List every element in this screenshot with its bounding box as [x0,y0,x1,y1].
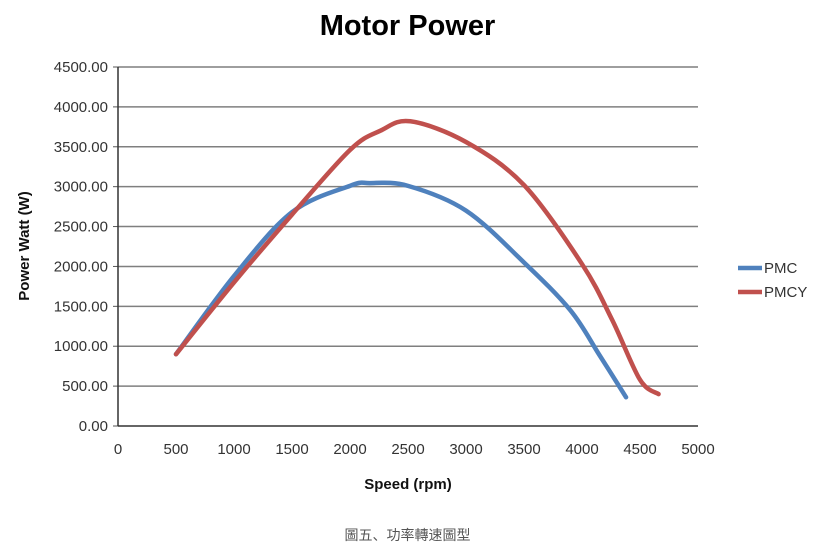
y-axis-ticks: 0.00 500.00 1000.00 1500.00 2000.00 2500.00 30… [54,59,108,435]
y-tick-label: 0.00 [79,418,108,435]
x-tick-label: 3500 [507,441,540,458]
y-tick-label: 2000.00 [54,258,108,275]
series-lines [173,118,661,400]
y-tick-label: 2500.00 [54,219,108,236]
x-tick-label: 2500 [391,441,424,458]
y-tick-label: 500.00 [62,378,108,395]
x-axis-ticks: 0 500 1000 1500 2000 2500 3000 3500 4000 4500 5000 [114,441,715,458]
x-tick-label: 2000 [333,441,366,458]
series-line-pmc [173,180,629,400]
x-tick-label: 1500 [275,441,308,458]
x-tick-label: 1000 [217,441,250,458]
x-tick-label: 4000 [565,441,598,458]
series-line-pmcy [173,118,661,397]
legend: PMC PMCY [738,260,807,301]
x-tick-label: 3000 [449,441,482,458]
y-axis-label: Power Watt (W) [16,191,33,300]
chart-title: Motor Power [319,10,496,42]
y-tick-label: 4500.00 [54,59,108,76]
figure-caption: 圖五、功率轉速圖型 [344,528,471,544]
legend-label-pmcy: PMCY [764,284,807,301]
axes [117,67,698,427]
gridlines [113,66,698,427]
y-tick-label: 3000.00 [54,179,108,196]
y-tick-label: 1000.00 [54,338,108,355]
y-tick-label: 1500.00 [54,298,108,315]
x-tick-label: 4500 [623,441,656,458]
legend-label-pmc: PMC [764,260,798,277]
x-axis-label: Speed (rpm) [364,476,452,493]
x-tick-label: 5000 [681,441,714,458]
x-tick-label: 0 [114,441,122,458]
y-tick-label: 3500.00 [54,139,108,156]
x-tick-label: 500 [163,441,188,458]
y-tick-label: 4000.00 [54,99,108,116]
